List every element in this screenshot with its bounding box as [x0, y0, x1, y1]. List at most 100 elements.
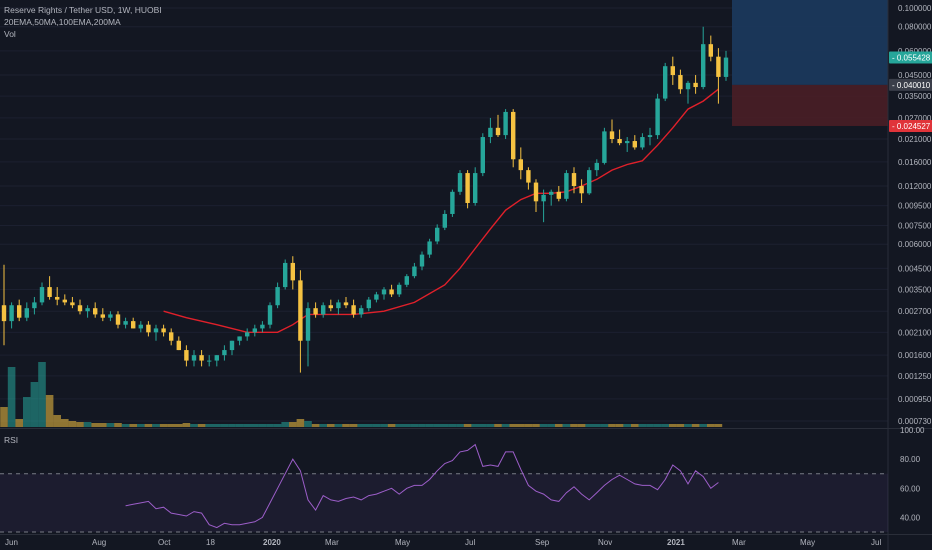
volume-bar — [479, 424, 487, 427]
candle — [663, 62, 668, 102]
price-tick-label: 0.004500 — [898, 264, 932, 273]
candle-body — [237, 336, 242, 341]
price-tag-last — [889, 51, 932, 64]
candle-body — [488, 127, 493, 138]
candle — [229, 340, 235, 356]
candle-body — [62, 299, 67, 303]
volume-bar — [319, 424, 327, 427]
candle-body — [328, 305, 333, 309]
volume-bar — [425, 424, 434, 427]
price-tick-label: 0.009500 — [898, 202, 932, 211]
candle — [267, 302, 273, 329]
volume-bar — [585, 424, 593, 427]
candle — [495, 114, 501, 138]
candle — [465, 170, 470, 209]
candle — [100, 308, 105, 322]
candle-body — [229, 340, 235, 351]
candle — [115, 311, 121, 329]
volume-bar — [7, 367, 16, 427]
candle — [366, 296, 371, 312]
time-tick-label: Jul — [871, 538, 881, 547]
candle — [647, 127, 653, 146]
volume-bar — [76, 422, 84, 427]
price-tick-label: 0.016000 — [898, 158, 932, 167]
candle — [442, 210, 447, 231]
candle — [381, 287, 387, 300]
time-tick-label: Oct — [158, 538, 171, 547]
candle — [305, 302, 311, 367]
volume-bar — [15, 419, 23, 427]
candle-body — [480, 137, 485, 174]
time-tick-label: Jun — [5, 538, 18, 547]
candle — [237, 336, 242, 346]
candle-body — [108, 314, 113, 318]
volume-bar — [441, 424, 449, 427]
volume-bar — [395, 424, 403, 427]
candle-body — [465, 173, 470, 204]
candle-body — [199, 355, 204, 361]
candle-body — [617, 139, 622, 144]
volume-bar — [539, 424, 548, 427]
candle — [146, 321, 151, 337]
price-tick-label: 0.080000 — [898, 23, 932, 32]
candle-body — [716, 56, 721, 77]
price-tick-label: 0.045000 — [898, 71, 932, 80]
volume-bar — [593, 424, 601, 427]
volume-bar — [349, 424, 358, 427]
volume-bar — [266, 424, 274, 427]
ema-line — [163, 88, 719, 333]
volume-legend[interactable]: Vol — [4, 29, 16, 39]
volume-bar — [296, 419, 305, 427]
volume-bar — [669, 424, 677, 427]
candle-body — [640, 137, 645, 148]
candle — [199, 350, 204, 367]
candle — [723, 50, 729, 81]
candle-body — [708, 44, 713, 57]
candle-body — [374, 294, 379, 300]
volume-bar — [190, 424, 198, 427]
time-tick-label: May — [395, 538, 410, 547]
candle-body — [632, 141, 637, 148]
candlestick-series[interactable] — [1, 26, 729, 373]
price-tick-label: 0.100000 — [898, 4, 932, 13]
volume-bar — [228, 424, 236, 427]
candle — [655, 93, 660, 140]
volume-bar — [106, 423, 115, 427]
candle — [503, 109, 508, 140]
price-tick-label: 0.006000 — [898, 240, 932, 249]
candle — [564, 170, 569, 202]
volume-bar — [182, 423, 191, 427]
price-tick-label: 0.002100 — [898, 328, 932, 337]
volume-bar — [448, 424, 457, 427]
volume-bar — [562, 424, 571, 427]
candle-body — [655, 98, 660, 136]
price-tick-label: 0.012000 — [898, 182, 932, 191]
candle-body — [663, 66, 668, 99]
position-zone[interactable] — [732, 0, 888, 126]
candle — [275, 282, 280, 309]
candle-body — [419, 254, 425, 267]
time-axis[interactable]: Jun Aug Oct 18 2020 Mar May Jul Sep Nov 2021 Mar May… — [0, 534, 932, 548]
time-tick-label: 18 — [206, 538, 215, 547]
candle — [556, 186, 561, 202]
volume-bar — [653, 424, 662, 427]
time-tick-label: 2021 — [667, 538, 685, 547]
volume-bar — [387, 424, 396, 427]
candle-body — [313, 308, 318, 315]
candle-body — [184, 350, 189, 361]
volume-bar — [418, 424, 426, 427]
candle — [412, 262, 417, 279]
volume-bar — [707, 424, 715, 427]
volume-bar — [121, 424, 130, 427]
volume-bar — [45, 395, 54, 427]
candle — [541, 189, 546, 223]
target-zone — [732, 0, 888, 85]
candle-body — [47, 287, 52, 297]
volume-bar — [114, 423, 122, 427]
rsi-panel[interactable]: 100.00 80.00 60.00 40.00 — [0, 426, 925, 533]
indicator-legend[interactable]: 20EMA,50MA,100EMA,200MA — [4, 17, 121, 27]
candle-body — [602, 131, 607, 163]
volume-bar — [159, 424, 168, 427]
rsi-legend[interactable]: RSI — [4, 435, 19, 445]
